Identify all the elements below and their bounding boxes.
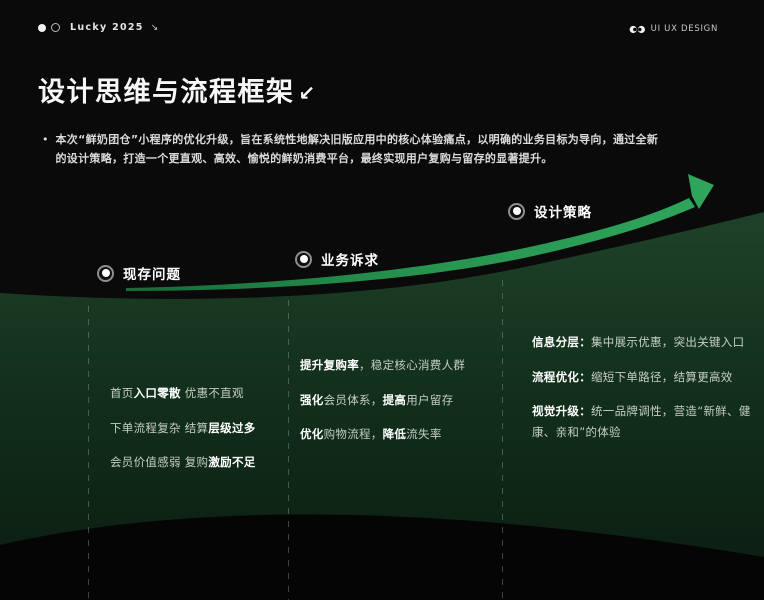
- milestone-dot-icon: [97, 264, 114, 282]
- column-line: 信息分层：集中展示优惠，突出关键入口: [532, 335, 745, 349]
- milestone-design-strategy: 设计策略: [508, 201, 592, 221]
- milestone-label: 现存问题: [123, 267, 181, 283]
- milestone-current-issues: 现存问题: [97, 263, 181, 283]
- intro-paragraph: • 本次“鲜奶团仓”小程序的优化升级，旨在系统性地解决旧版应用中的核心体验痛点，…: [42, 131, 682, 168]
- arrow-southwest-icon: ↙: [298, 80, 317, 105]
- column-line: 优化购物流程，降低流失率: [300, 427, 442, 441]
- milestone-business-demands: 业务诉求: [295, 249, 379, 269]
- growth-arrow-head: [688, 174, 714, 209]
- page-title-text: 设计思维与流程框架: [38, 77, 295, 108]
- milestone-dot-icon: [508, 202, 525, 220]
- brand-lockup: Lucky 2025 ↘: [38, 22, 158, 33]
- milestone-label: 业务诉求: [321, 253, 379, 269]
- topbar-right-label: UI UX DESIGN: [650, 24, 718, 34]
- bullet-icon: •: [42, 133, 49, 146]
- page-title: 设计思维与流程框架 ↙: [38, 70, 317, 109]
- column-current-issues: 首页入口零散 优惠不直观 下单流程复杂 结算层级过多 会员价值感弱 复购激励不足: [110, 383, 286, 487]
- growth-arrow-shaft: [126, 198, 695, 291]
- column-line: 流程优化：缩短下单路径，结算更高效: [532, 369, 733, 384]
- column-line: 强化会员体系，提高用户留存: [300, 392, 454, 407]
- milestone-label: 设计策略: [534, 205, 592, 221]
- filled-dot-icon: [38, 23, 46, 32]
- green-band: [0, 212, 764, 600]
- column-line: 视觉升级：统一品牌调性，营造“新鲜、健康、亲和”的体验: [532, 404, 751, 439]
- growth-arrow: [126, 174, 714, 291]
- brand-name: Lucky 2025: [70, 22, 144, 33]
- column-line: 会员价值感弱 复购激励不足: [110, 455, 256, 469]
- double-circle-icon: [629, 25, 645, 33]
- dashed-dividers: [88, 280, 503, 600]
- topbar-right: UI UX DESIGN: [629, 24, 718, 34]
- bottom-dome: [0, 514, 764, 600]
- milestone-dot-icon: [295, 250, 312, 268]
- column-line: 首页入口零散 优惠不直观: [110, 386, 244, 400]
- column-design-strategy: 信息分层：集中展示优惠，突出关键入口 流程优化：缩短下单路径，结算更高效视觉升级：…: [532, 332, 756, 456]
- column-line: 下单流程复杂 结算层级过多: [110, 420, 256, 435]
- intro-text: 本次“鲜奶团仓”小程序的优化升级，旨在系统性地解决旧版应用中的核心体验痛点，以明…: [55, 133, 659, 165]
- arrow-southeast-icon: ↘: [150, 22, 159, 33]
- column-business-demands: 提升复购率，稳定核心消费人群 强化会员体系，提高用户留存 优化购物流程，降低流失率: [300, 355, 488, 459]
- outline-dot-icon: [51, 23, 60, 32]
- column-line: 提升复购率，稳定核心消费人群: [300, 358, 466, 372]
